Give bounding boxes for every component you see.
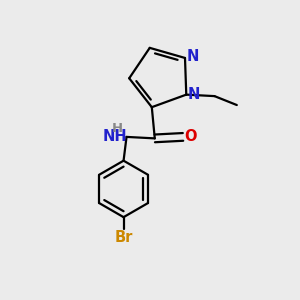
- Text: H: H: [112, 122, 123, 135]
- Text: O: O: [184, 129, 197, 144]
- Text: N: N: [188, 86, 200, 101]
- Text: NH: NH: [103, 129, 128, 144]
- Text: N: N: [186, 49, 199, 64]
- Text: Br: Br: [114, 230, 133, 245]
